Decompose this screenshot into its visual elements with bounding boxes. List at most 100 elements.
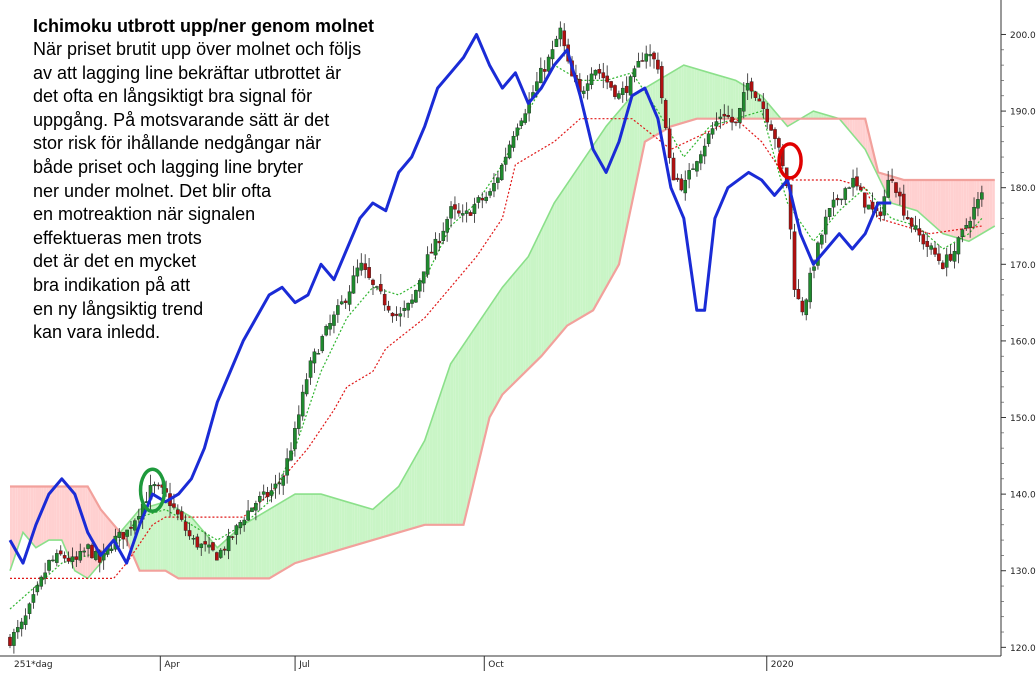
candle-down xyxy=(378,284,383,292)
cloud-bullish-segment xyxy=(520,262,524,377)
cloud-bullish-segment xyxy=(261,512,264,579)
cloud-bullish-segment xyxy=(253,517,257,579)
y-tick-label: 150.0 xyxy=(1010,414,1036,424)
candle-up xyxy=(866,204,871,210)
cloud-bullish-segment xyxy=(642,88,645,154)
candle-up xyxy=(234,525,239,535)
candle-up xyxy=(449,206,453,219)
candle-up xyxy=(297,414,301,429)
candle-down xyxy=(652,52,656,60)
cloud-bearish-segment xyxy=(22,486,26,536)
candle-up xyxy=(718,116,723,119)
candle-up xyxy=(47,559,51,571)
cloud-bullish-segment xyxy=(336,498,340,551)
cloud-bullish-segment xyxy=(424,432,428,525)
candle-down xyxy=(386,305,391,311)
candle-up xyxy=(304,379,309,395)
candle-down xyxy=(921,234,926,245)
candle-up xyxy=(968,221,972,228)
candle-up xyxy=(827,208,832,217)
cloud-bullish-segment xyxy=(634,92,638,191)
candle-up xyxy=(351,275,356,294)
cloud-bullish-segment xyxy=(631,94,635,204)
candle-down xyxy=(640,60,645,62)
cloud-bullish-segment xyxy=(346,501,350,548)
cloud-bullish-segment xyxy=(390,491,394,535)
candle-up xyxy=(851,177,855,188)
y-tick-label: 140.0 xyxy=(1010,491,1036,501)
cloud-bearish-segment xyxy=(56,486,60,541)
cloud-bullish-segment xyxy=(510,275,513,387)
candle-up xyxy=(285,458,289,476)
candle-down xyxy=(429,251,434,254)
lagging-line-layer xyxy=(8,33,892,565)
x-tick-label: Jul xyxy=(298,660,310,670)
cloud-bearish-segment xyxy=(67,486,70,559)
cloud-bullish-segment xyxy=(668,72,671,128)
cloud-bullish-segment xyxy=(484,310,487,439)
cloud-bullish-segment xyxy=(175,507,179,579)
candle-down xyxy=(894,182,898,193)
cloud-bullish-segment xyxy=(230,533,233,579)
cloud-bearish-segment xyxy=(20,486,23,541)
y-tick-label: 160.0 xyxy=(1010,337,1036,347)
base-line xyxy=(10,117,982,579)
cloud-bullish-segment xyxy=(326,495,329,554)
candle-up xyxy=(503,156,508,165)
candle-up xyxy=(714,121,719,127)
candle-down xyxy=(74,556,79,560)
cloud-bearish-segment xyxy=(937,180,941,232)
description-line: en ny långsiktig trend xyxy=(33,298,204,319)
cloud-bullish-segment xyxy=(533,240,537,364)
candle-up xyxy=(886,179,890,198)
candle-up xyxy=(632,68,637,77)
cloud-bearish-segment xyxy=(100,509,104,564)
y-tick-label: 200.0 xyxy=(1010,31,1036,41)
cloud-bullish-segment xyxy=(567,180,570,326)
candle-up xyxy=(464,210,469,214)
candle-up xyxy=(320,336,325,352)
cloud-bullish-segment xyxy=(611,117,614,279)
cloud-bullish-segment xyxy=(331,497,334,553)
candle-up xyxy=(43,572,47,579)
candle-down xyxy=(761,101,766,109)
cloud-bullish-segment xyxy=(489,302,493,418)
leading-span-b xyxy=(10,117,995,580)
candle-up xyxy=(410,299,414,304)
candle-up xyxy=(109,548,114,551)
candle-up xyxy=(137,516,141,520)
candle-down xyxy=(909,217,914,227)
cloud-bullish-segment xyxy=(707,72,710,119)
cloud-bullish-segment xyxy=(155,504,158,571)
y-tick-label: 120.0 xyxy=(1010,644,1036,654)
cloud-bearish-segment xyxy=(41,486,44,545)
candle-down xyxy=(859,186,863,191)
candle-up xyxy=(402,307,407,311)
cloud-bullish-segment xyxy=(479,317,482,461)
cloud-bullish-segment xyxy=(406,468,410,531)
cloud-bullish-segment xyxy=(585,153,588,315)
cloud-bullish-segment xyxy=(486,306,490,429)
cloud-bullish-segment xyxy=(712,73,715,119)
candle-up xyxy=(273,483,278,489)
candle-up xyxy=(70,556,75,562)
cloud-bullish-segment xyxy=(473,325,477,482)
candle-down xyxy=(62,555,67,559)
cloud-bullish-segment xyxy=(243,523,246,579)
cloud-bullish-segment xyxy=(582,157,586,317)
candle-up xyxy=(94,551,98,560)
candle-down xyxy=(613,85,617,97)
candle-up xyxy=(250,507,254,513)
cloud-bearish-segment xyxy=(948,180,951,236)
candle-up xyxy=(269,490,274,496)
candle-up xyxy=(980,192,984,200)
candle-up xyxy=(336,305,340,315)
candle-down xyxy=(800,300,805,313)
candle-up xyxy=(254,503,258,511)
candle-down xyxy=(948,253,953,261)
cloud-bullish-segment xyxy=(691,67,695,121)
cloud-bearish-segment xyxy=(105,515,109,554)
candle-down xyxy=(675,177,680,180)
candle-up xyxy=(375,286,379,288)
cloud-bullish-segment xyxy=(603,126,607,292)
